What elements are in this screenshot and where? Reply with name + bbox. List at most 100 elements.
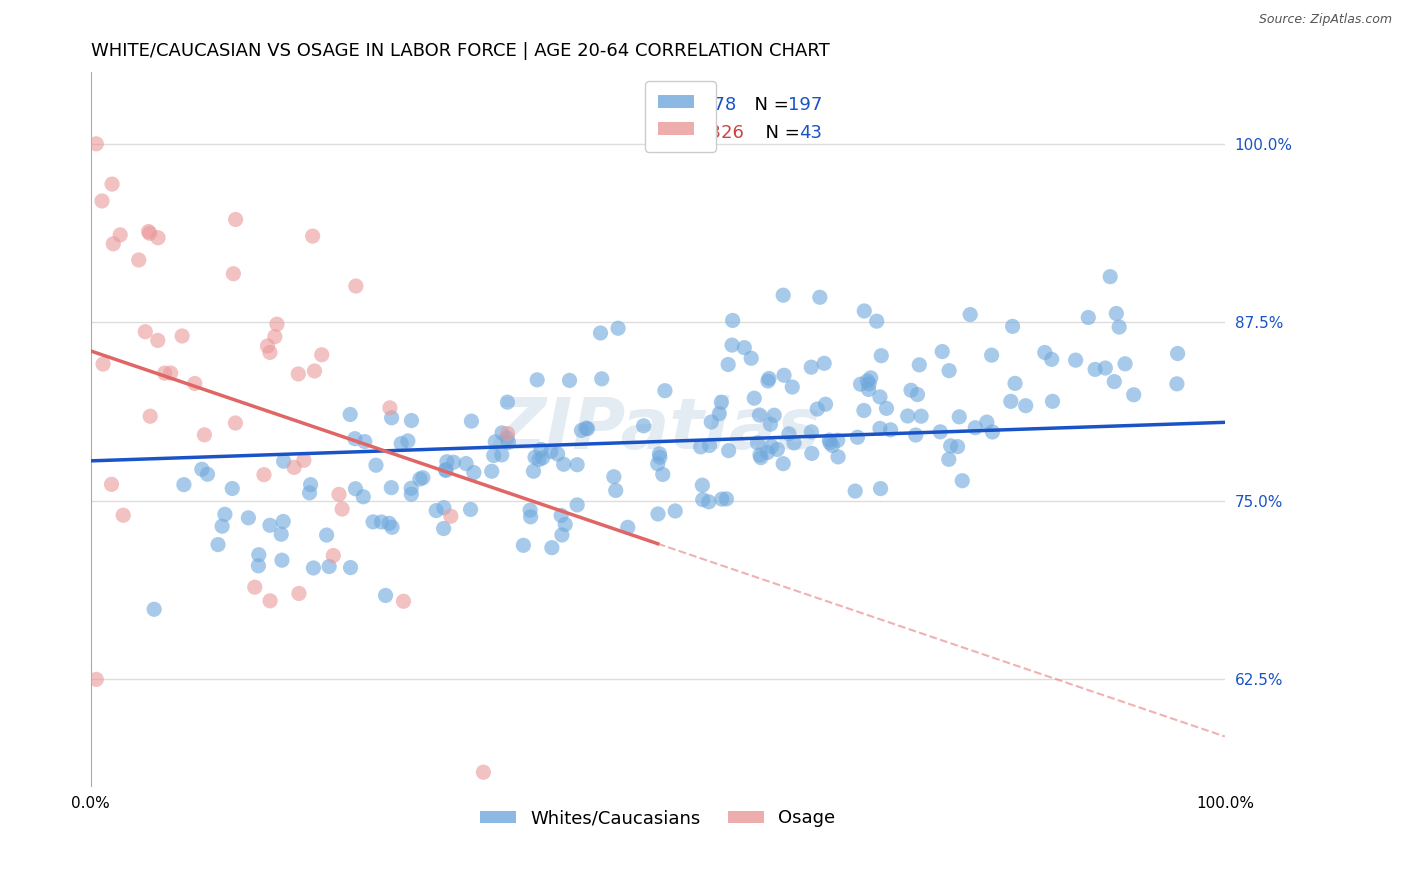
Point <box>931 344 953 359</box>
Point <box>1015 399 1038 413</box>
Point <box>270 527 292 541</box>
Point <box>763 409 786 423</box>
Point <box>339 560 361 574</box>
Point <box>527 452 550 467</box>
Point <box>965 420 987 434</box>
Point <box>540 444 562 458</box>
Point <box>440 509 463 524</box>
Point <box>526 373 548 387</box>
Text: R =: R = <box>652 124 692 142</box>
Point <box>256 339 278 353</box>
Point <box>103 236 125 251</box>
Point <box>1004 376 1026 391</box>
Point <box>197 467 219 482</box>
Point <box>553 457 575 471</box>
Point <box>263 329 285 343</box>
Point <box>434 462 457 476</box>
Point <box>91 194 114 208</box>
Point <box>603 469 626 483</box>
Point <box>1105 306 1128 320</box>
Point <box>496 395 519 409</box>
Point <box>224 416 246 430</box>
Point <box>482 449 505 463</box>
Point <box>648 447 671 461</box>
Point <box>134 325 156 339</box>
Point <box>1040 352 1063 367</box>
Point <box>721 338 744 352</box>
Point <box>108 227 131 242</box>
Point <box>238 511 260 525</box>
Point <box>380 481 402 495</box>
Point <box>139 409 162 424</box>
Point <box>1114 357 1136 371</box>
Point <box>950 474 973 488</box>
Point <box>412 471 434 485</box>
Point <box>869 390 891 404</box>
Point <box>193 427 215 442</box>
Point <box>814 397 837 411</box>
Point <box>780 380 803 394</box>
Point <box>222 267 245 281</box>
Point <box>491 448 513 462</box>
Point <box>339 408 361 422</box>
Point <box>172 329 194 343</box>
Point <box>146 334 169 348</box>
Point <box>370 515 392 529</box>
Point <box>433 522 456 536</box>
Point <box>273 454 295 468</box>
Text: ZIPatlas: ZIPatlas <box>494 395 821 464</box>
Point <box>191 462 214 476</box>
Point <box>733 341 755 355</box>
Point <box>692 492 714 507</box>
Point <box>869 421 891 435</box>
Text: 43: 43 <box>800 124 823 142</box>
Point <box>813 356 835 370</box>
Point <box>1108 320 1130 334</box>
Point <box>259 518 281 533</box>
Point <box>353 434 375 449</box>
Point <box>460 414 482 428</box>
Point <box>288 586 311 600</box>
Point <box>328 487 350 501</box>
Point <box>554 517 576 532</box>
Point <box>717 358 740 372</box>
Point <box>266 317 288 331</box>
Point <box>311 348 333 362</box>
Point <box>818 435 841 450</box>
Point <box>396 434 419 448</box>
Point <box>740 351 762 366</box>
Point <box>401 413 423 427</box>
Point <box>827 450 849 464</box>
Point <box>299 477 322 491</box>
Point <box>128 252 150 267</box>
Point <box>710 492 733 507</box>
Point <box>756 374 779 388</box>
Point <box>959 308 981 322</box>
Text: N =: N = <box>742 95 794 113</box>
Point <box>747 435 769 450</box>
Point <box>697 495 720 509</box>
Text: -0.326: -0.326 <box>686 124 744 142</box>
Point <box>761 439 783 453</box>
Point <box>633 418 655 433</box>
Point <box>648 450 671 465</box>
Point <box>364 458 387 473</box>
Point <box>84 136 107 151</box>
Text: WHITE/CAUCASIAN VS OSAGE IN LABOR FORCE | AGE 20-64 CORRELATION CHART: WHITE/CAUCASIAN VS OSAGE IN LABOR FORCE … <box>90 42 830 60</box>
Point <box>699 438 721 452</box>
Point <box>292 453 315 467</box>
Point <box>846 430 869 444</box>
Point <box>766 442 789 457</box>
Point <box>153 366 176 380</box>
Point <box>401 487 423 501</box>
Point <box>551 528 574 542</box>
Point <box>749 450 772 465</box>
Point <box>1064 353 1087 368</box>
Point <box>749 448 772 462</box>
Point <box>519 503 541 517</box>
Point <box>869 482 891 496</box>
Point <box>381 410 404 425</box>
Point <box>361 515 384 529</box>
Point <box>571 424 593 438</box>
Point <box>112 508 135 523</box>
